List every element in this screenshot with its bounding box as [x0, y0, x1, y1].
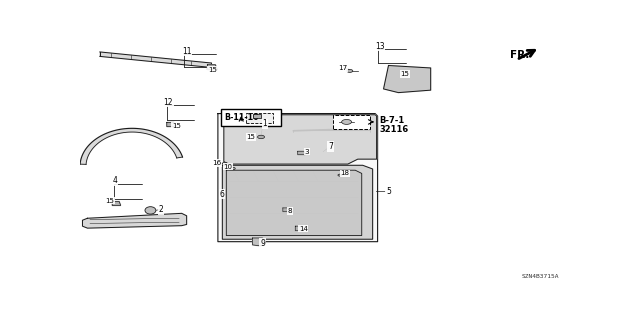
Ellipse shape [145, 207, 156, 214]
Text: B-11-10: B-11-10 [224, 113, 259, 122]
Text: 3: 3 [305, 149, 310, 155]
Circle shape [342, 119, 351, 124]
Circle shape [257, 135, 264, 139]
Text: 14: 14 [299, 226, 308, 232]
Polygon shape [383, 66, 431, 92]
Text: 15: 15 [172, 123, 180, 129]
Polygon shape [227, 170, 362, 236]
Text: B-7-1: B-7-1 [379, 116, 404, 125]
Circle shape [230, 167, 236, 170]
Text: 15: 15 [401, 71, 410, 77]
Text: 32116: 32116 [379, 125, 408, 134]
Text: 13: 13 [375, 42, 385, 51]
Bar [246, 113, 273, 123]
Polygon shape [224, 115, 376, 164]
Text: 15: 15 [246, 134, 255, 140]
Text: 1: 1 [262, 119, 268, 128]
Polygon shape [167, 123, 175, 127]
Text: 7: 7 [328, 142, 333, 151]
Text: 15: 15 [208, 67, 217, 73]
Text: 10: 10 [223, 164, 232, 170]
Text: 18: 18 [340, 171, 349, 176]
Text: 11: 11 [182, 47, 191, 56]
Polygon shape [207, 65, 218, 70]
Circle shape [338, 174, 342, 176]
Bar [333, 115, 370, 129]
Polygon shape [112, 202, 121, 205]
Polygon shape [218, 114, 378, 242]
Text: 8: 8 [288, 208, 292, 214]
Text: 12: 12 [164, 98, 173, 107]
Text: 2: 2 [159, 205, 163, 214]
Text: 5: 5 [386, 187, 391, 196]
Polygon shape [283, 208, 290, 212]
Text: SZN4B3715A: SZN4B3715A [521, 274, 559, 279]
Text: 16: 16 [212, 160, 221, 166]
Text: 6: 6 [220, 190, 224, 199]
Polygon shape [253, 238, 265, 246]
Polygon shape [298, 151, 305, 155]
Circle shape [347, 69, 353, 72]
Text: 9: 9 [260, 239, 265, 248]
Text: 4: 4 [112, 176, 117, 185]
Polygon shape [100, 52, 211, 68]
Bar [253, 114, 261, 118]
Polygon shape [222, 165, 372, 239]
Polygon shape [295, 226, 303, 231]
Text: FR.: FR. [510, 50, 529, 60]
Circle shape [222, 162, 227, 165]
Bar [221, 108, 281, 126]
Text: 17: 17 [339, 66, 348, 71]
Polygon shape [80, 128, 182, 164]
Text: 15: 15 [106, 197, 114, 204]
Polygon shape [83, 213, 187, 228]
